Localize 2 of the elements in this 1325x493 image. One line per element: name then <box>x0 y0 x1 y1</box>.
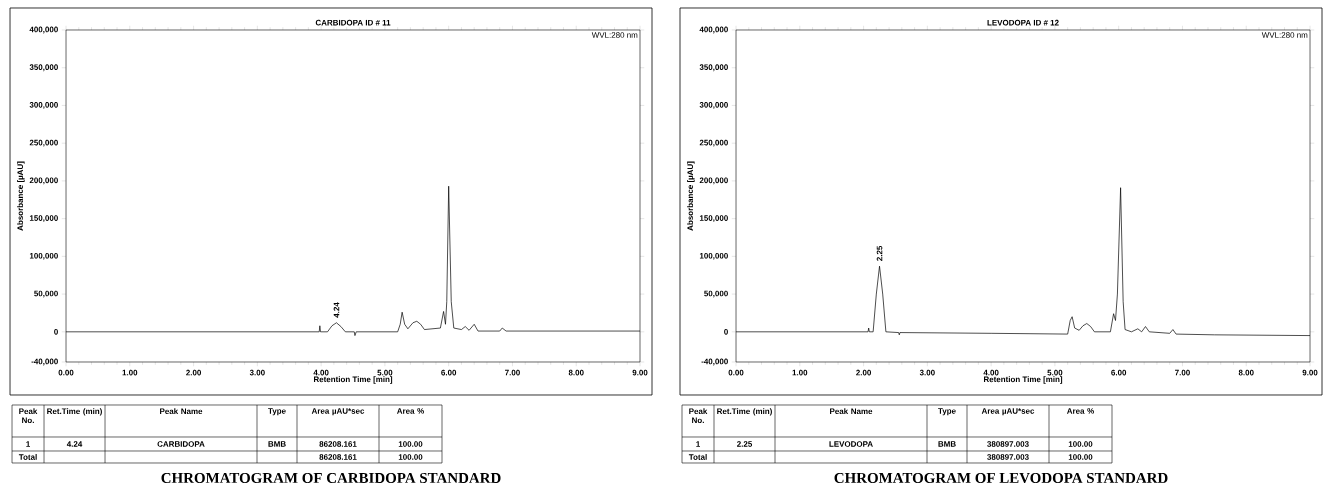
text: CHROMATOGRAM OF CARBIDOPA STANDARD <box>161 472 501 484</box>
text: CHROMATOGRAM OF LEVODOPA STANDARD <box>834 472 1168 484</box>
